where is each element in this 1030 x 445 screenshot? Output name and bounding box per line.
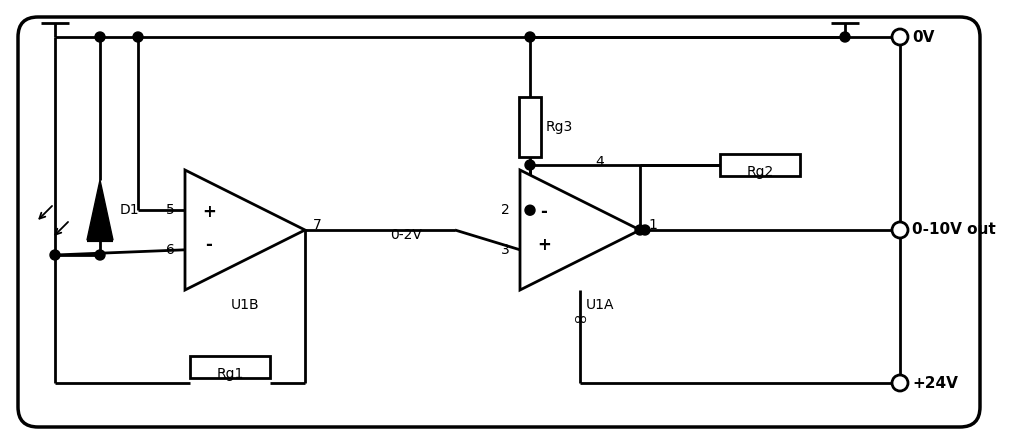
Circle shape	[133, 32, 143, 42]
Polygon shape	[520, 170, 640, 290]
Text: -: -	[541, 203, 547, 221]
Text: 0V: 0V	[912, 29, 934, 44]
Text: 4: 4	[595, 155, 604, 169]
Text: U1A: U1A	[586, 298, 614, 312]
Text: 7: 7	[313, 218, 321, 232]
Circle shape	[95, 250, 105, 260]
Text: 2: 2	[502, 203, 510, 217]
Polygon shape	[87, 180, 113, 240]
Text: ∞: ∞	[573, 311, 587, 329]
Text: -: -	[206, 236, 212, 254]
Circle shape	[892, 29, 908, 45]
Circle shape	[525, 205, 535, 215]
Text: 3: 3	[502, 243, 510, 257]
Circle shape	[892, 222, 908, 238]
Bar	[519, 97, 541, 157]
Text: 0-10V out: 0-10V out	[912, 222, 996, 238]
Text: Rg2: Rg2	[747, 165, 774, 179]
FancyBboxPatch shape	[18, 17, 980, 427]
Text: 6: 6	[166, 243, 175, 257]
Circle shape	[892, 375, 908, 391]
Circle shape	[636, 225, 645, 235]
Circle shape	[840, 32, 850, 42]
Circle shape	[95, 32, 105, 42]
Text: Rg3: Rg3	[546, 120, 574, 134]
Text: +: +	[202, 203, 216, 221]
Bar	[190, 356, 270, 378]
Polygon shape	[185, 170, 305, 290]
Text: 0-2V: 0-2V	[390, 228, 422, 242]
Circle shape	[50, 250, 60, 260]
Text: Rg1: Rg1	[216, 367, 244, 381]
Bar	[720, 154, 800, 176]
Text: D1: D1	[121, 203, 140, 217]
Text: 5: 5	[166, 203, 175, 217]
Text: U1B: U1B	[231, 298, 260, 312]
Circle shape	[525, 32, 535, 42]
Circle shape	[525, 160, 535, 170]
Text: 1: 1	[648, 218, 657, 232]
Circle shape	[640, 225, 650, 235]
Text: +24V: +24V	[912, 376, 958, 391]
Text: +: +	[537, 236, 551, 254]
